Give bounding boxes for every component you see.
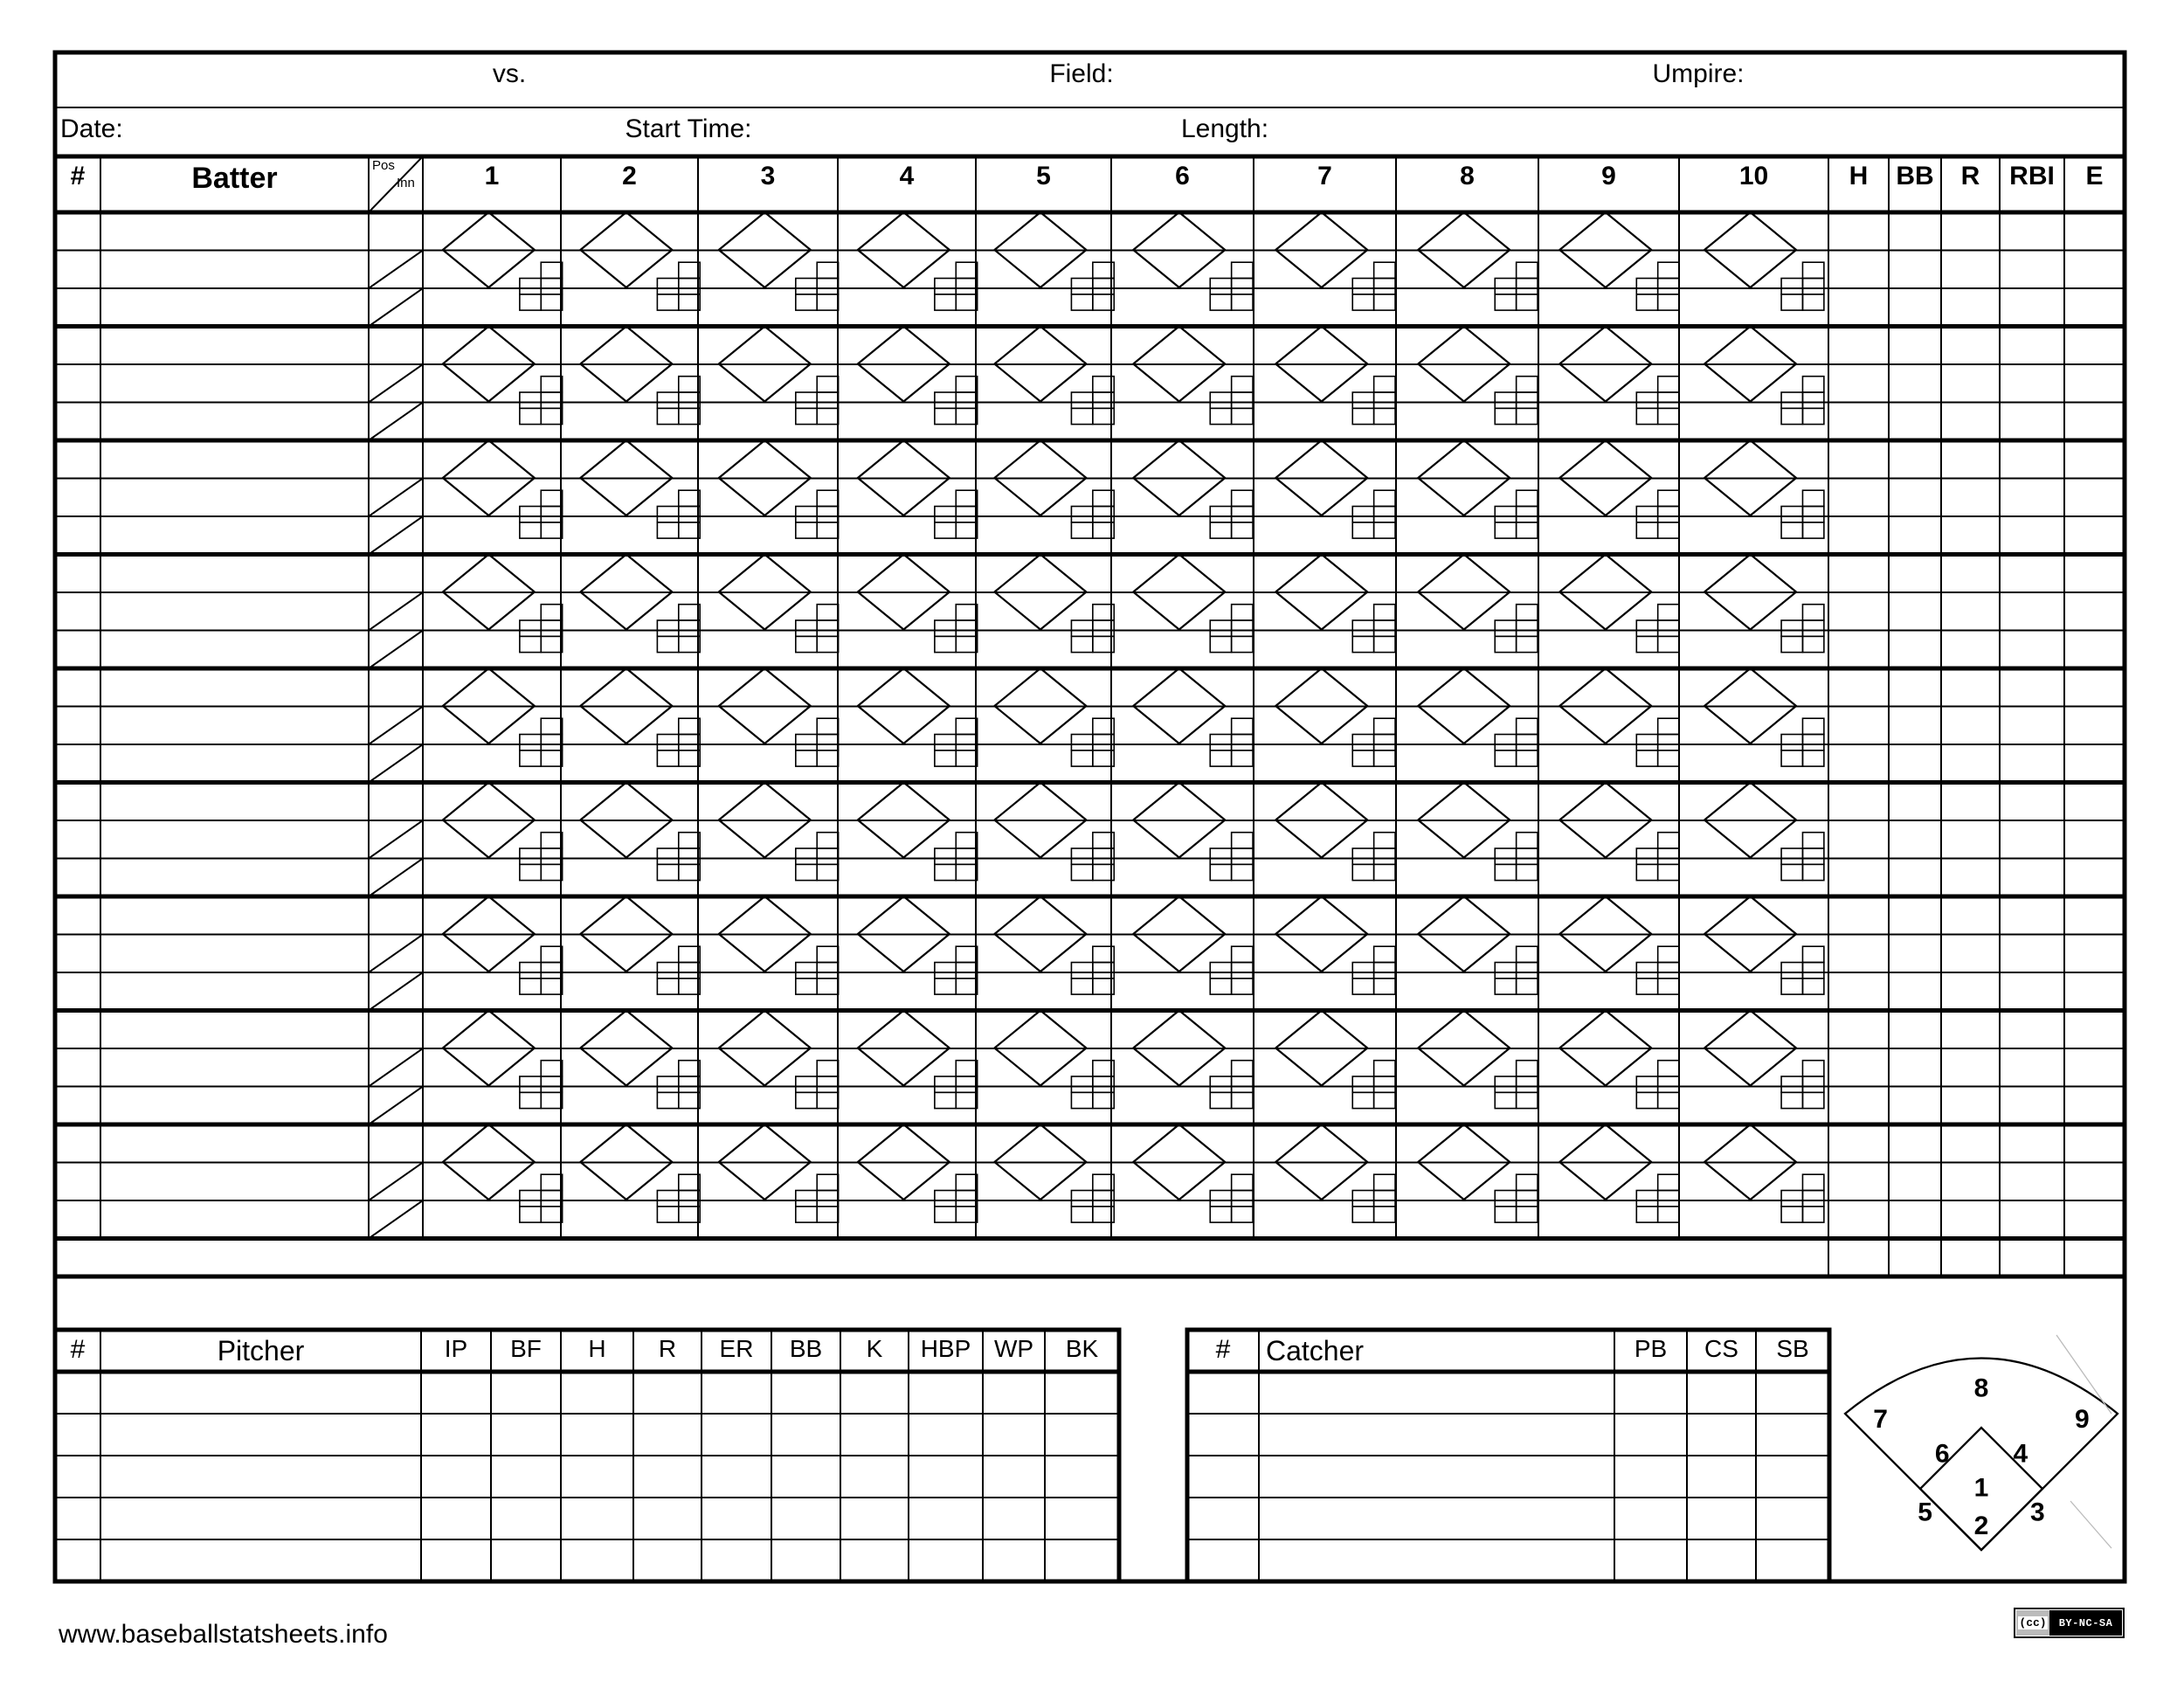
svg-text:7: 7 [1873,1405,1888,1434]
svg-text:8: 8 [1974,1373,1989,1402]
svg-text:6: 6 [1935,1439,1950,1468]
svg-text:1: 1 [1974,1474,1989,1503]
svg-text:5: 5 [1918,1498,1932,1527]
svg-text:3: 3 [2030,1498,2045,1527]
svg-text:2: 2 [1974,1512,1989,1540]
svg-text:4: 4 [2013,1439,2028,1468]
svg-text:9: 9 [2075,1405,2090,1434]
